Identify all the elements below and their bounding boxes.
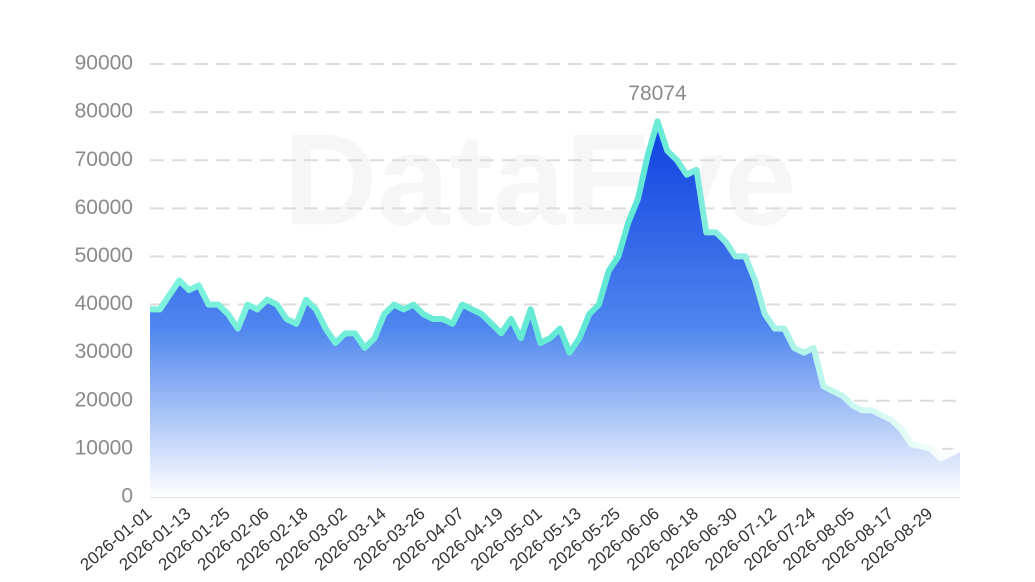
y-tick-label: 10000 [75, 436, 133, 459]
y-tick-label: 40000 [75, 292, 133, 315]
line [150, 118, 962, 462]
y-tick-label: 60000 [75, 196, 133, 219]
watermark: DataEye [283, 106, 796, 252]
peak-label: 78074 [628, 82, 687, 105]
y-tick-label: 0 [121, 485, 133, 508]
y-tick-label: 30000 [75, 340, 133, 363]
y-tick-label: 50000 [75, 244, 133, 267]
y-tick-label: 80000 [75, 100, 133, 123]
y-tick-label: 20000 [75, 388, 133, 411]
area [150, 121, 960, 498]
y-tick-label: 90000 [75, 52, 133, 75]
y-tick-label: 70000 [75, 148, 133, 171]
